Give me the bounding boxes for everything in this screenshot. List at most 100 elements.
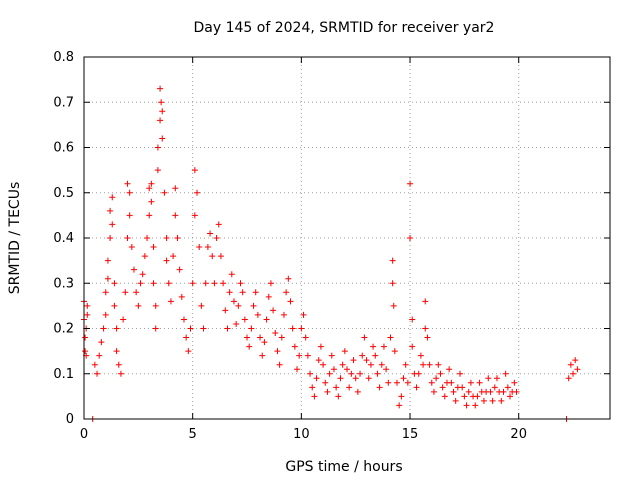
data-point — [422, 325, 429, 332]
data-point — [487, 388, 494, 395]
data-point — [144, 235, 151, 241]
data-point — [485, 375, 492, 382]
data-point — [304, 352, 311, 359]
data-point — [285, 275, 292, 282]
data-point — [472, 402, 479, 409]
data-point — [430, 388, 437, 395]
data-point — [341, 348, 348, 355]
data-point — [476, 379, 483, 386]
data-point — [389, 280, 396, 287]
data-point — [500, 388, 507, 395]
data-point — [185, 348, 192, 355]
data-point — [82, 334, 89, 341]
data-point — [424, 334, 431, 341]
x-tick-label: 10 — [293, 427, 310, 442]
data-point — [507, 393, 514, 400]
data-point — [385, 379, 392, 386]
data-point — [276, 361, 283, 368]
data-point — [465, 388, 472, 395]
data-point — [246, 343, 253, 350]
x-axis-label: GPS time / hours — [285, 459, 402, 475]
data-point — [109, 194, 116, 201]
y-tick-label: 0.5 — [53, 186, 74, 201]
data-point — [167, 298, 174, 305]
data-point — [489, 397, 496, 404]
y-tick-label: 0.7 — [53, 95, 74, 110]
data-point — [363, 357, 370, 364]
data-point — [220, 280, 227, 287]
data-point — [335, 393, 342, 400]
data-point — [239, 289, 246, 296]
y-tick-label: 0.4 — [53, 231, 74, 246]
data-point — [135, 302, 142, 309]
data-point — [211, 280, 218, 287]
data-point — [198, 302, 205, 309]
data-point — [348, 370, 355, 377]
data-point — [122, 289, 129, 296]
data-point — [111, 280, 118, 287]
data-point — [565, 375, 572, 382]
x-tick-label: 15 — [402, 427, 419, 442]
data-point — [300, 311, 307, 318]
data-point — [570, 370, 577, 377]
data-point — [407, 235, 414, 241]
data-point — [126, 212, 133, 219]
data-point — [207, 230, 214, 237]
y-tick-label: 0.1 — [53, 367, 74, 382]
data-point — [274, 348, 281, 355]
x-tick-label: 5 — [189, 427, 197, 442]
data-point — [467, 379, 474, 386]
data-point — [393, 379, 400, 386]
data-point — [422, 298, 429, 305]
data-point — [409, 343, 416, 350]
data-point — [361, 334, 368, 341]
data-point — [259, 352, 266, 359]
data-point — [250, 302, 257, 309]
data-point — [235, 302, 242, 309]
y-tick-label: 0 — [66, 412, 74, 427]
data-point — [435, 361, 442, 368]
data-point — [378, 361, 385, 368]
data-point — [224, 325, 231, 332]
data-point — [244, 334, 251, 341]
data-point — [572, 357, 579, 364]
data-point — [187, 325, 194, 332]
data-point — [380, 343, 387, 350]
axis-ticks: 0 0.1 0.2 0.3 0.4 0.5 0.6 0.7 0.8 0 5 10 15 20 — [53, 50, 610, 442]
data-point — [309, 384, 316, 391]
data-point — [191, 167, 198, 174]
data-point — [150, 244, 157, 251]
data-point — [111, 302, 118, 309]
data-point — [457, 370, 464, 377]
data-point — [350, 357, 357, 364]
data-point — [502, 370, 509, 377]
data-point — [415, 370, 422, 377]
data-point — [359, 352, 366, 359]
data-point — [450, 388, 457, 395]
data-point — [172, 212, 179, 219]
data-point — [283, 289, 290, 296]
data-point — [272, 330, 279, 337]
data-point — [311, 393, 318, 400]
data-point — [374, 370, 381, 377]
data-point — [370, 343, 377, 350]
data-point — [463, 402, 470, 409]
data-point — [98, 339, 105, 346]
data-point — [480, 397, 487, 404]
data-point — [159, 135, 166, 142]
data-point — [420, 361, 427, 368]
data-point — [117, 370, 124, 377]
y-tick-label: 0.2 — [53, 322, 74, 337]
data-point — [128, 244, 135, 251]
data-point — [200, 325, 207, 332]
data-point — [322, 379, 329, 386]
data-point — [298, 325, 305, 332]
data-point — [263, 316, 270, 323]
data-point — [102, 289, 109, 296]
data-point — [328, 352, 335, 359]
data-point — [100, 325, 107, 332]
data-point — [433, 375, 440, 382]
data-point — [491, 384, 498, 391]
y-axis-label: SRMTID / TECUs — [7, 182, 23, 295]
